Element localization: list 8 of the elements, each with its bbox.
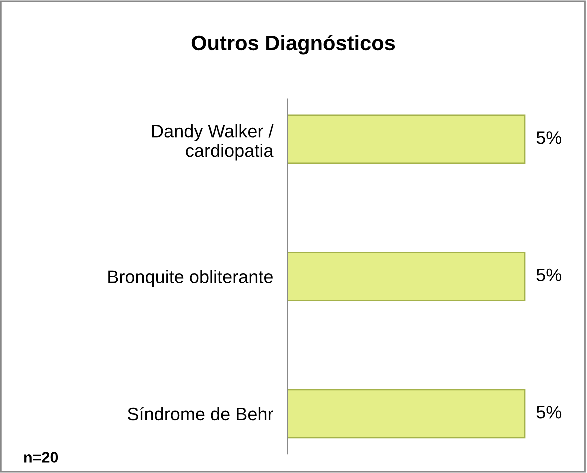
data-label: 5% — [536, 268, 562, 282]
data-label: 5% — [536, 132, 562, 144]
y-tick-label: Bronquite obliterante — [108, 270, 273, 287]
data-label: 5% — [536, 406, 562, 419]
y-tick-label: Síndrome de Behr — [128, 407, 274, 421]
chart-title: Outros Diagnósticos — [192, 35, 396, 55]
text: n=20 — [24, 452, 58, 463]
y-tick-label: Dandy Walker / cardiopatia — [152, 124, 274, 161]
